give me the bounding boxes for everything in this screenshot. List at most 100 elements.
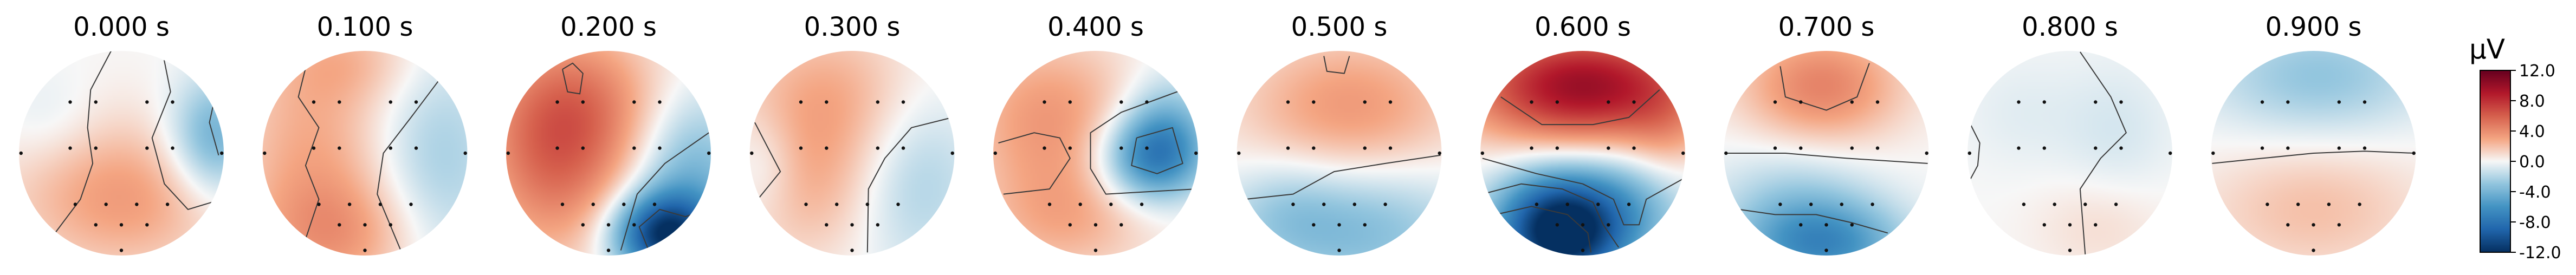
colorbar-tick-label: 12.0 <box>2519 62 2555 81</box>
topomap-panel: 0.800 s <box>1967 12 2172 256</box>
sensor-marker <box>1388 146 1393 150</box>
sensor-marker <box>1875 100 1880 104</box>
sensor-marker <box>338 100 341 104</box>
sensor-marker <box>1773 100 1777 104</box>
sensor-marker <box>1925 151 1928 155</box>
sensor-marker <box>1627 202 1631 206</box>
sensor-marker <box>347 202 352 206</box>
sensor-marker <box>1850 100 1854 104</box>
sensor-marker <box>2337 146 2341 150</box>
sensor-marker <box>2042 146 2046 150</box>
sensor-marker <box>1555 223 1559 227</box>
sensor-marker <box>2260 146 2264 150</box>
sensor-marker <box>750 151 754 155</box>
contour-line <box>1726 153 1928 164</box>
contour-line <box>562 62 584 95</box>
panel-title: 0.300 s <box>804 12 901 42</box>
sensor-marker <box>2286 223 2290 227</box>
sensor-marker <box>2363 100 2367 104</box>
sensor-marker <box>104 202 108 206</box>
colorbar: µV 12.0 8.0 4.0 0.0 -4.0 -8.0 -12.0 <box>2469 34 2561 263</box>
sensor-marker <box>68 146 72 150</box>
contour-line <box>1482 183 1620 248</box>
sensor-marker <box>2296 202 2300 206</box>
sensor-marker <box>1581 248 1585 252</box>
contour-line <box>638 208 699 253</box>
sensor-marker <box>1607 223 1610 227</box>
topomap-heatmap <box>993 51 1198 256</box>
sensor-marker <box>2114 202 2118 206</box>
colorbar-tick-label: -4.0 <box>2519 183 2551 202</box>
sensor-marker <box>338 223 341 227</box>
sensor-marker <box>1119 146 1123 150</box>
sensor-marker <box>1850 223 1854 227</box>
sensor-marker <box>1352 202 1356 206</box>
sensor-marker <box>1363 100 1367 104</box>
sensor-marker <box>317 202 321 206</box>
contour-line <box>866 116 953 253</box>
sensor-marker <box>94 100 98 104</box>
colorbar-ticks: 12.0 8.0 4.0 0.0 -4.0 -8.0 -12.0 <box>2510 62 2561 263</box>
sensor-marker <box>993 151 998 155</box>
sensor-marker <box>1530 100 1533 104</box>
sensor-marker <box>1078 202 1082 206</box>
sensor-marker <box>1068 100 1072 104</box>
contour-line <box>2212 150 2415 164</box>
sensor-marker <box>581 223 585 227</box>
sensor-marker <box>2017 100 2021 104</box>
topomap-heatmap <box>749 51 955 256</box>
sensor-marker <box>1875 146 1880 150</box>
sensor-marker <box>171 146 174 150</box>
sensor-marker <box>135 202 139 206</box>
panel-title: 0.700 s <box>1778 12 1875 42</box>
sensor-marker <box>799 146 803 150</box>
contour-line <box>377 76 443 251</box>
sensor-marker <box>555 100 559 104</box>
panel-title: 0.100 s <box>317 12 413 42</box>
sensor-marker <box>73 202 77 206</box>
contour-line <box>998 132 1071 195</box>
panel-title: 0.800 s <box>2022 12 2118 42</box>
contour-line <box>1739 208 1888 234</box>
sensor-marker <box>1565 202 1569 206</box>
sensor-marker <box>581 146 585 150</box>
sensor-marker <box>1840 202 1843 206</box>
sensor-marker <box>1778 202 1782 206</box>
sensor-marker <box>632 223 636 227</box>
sensor-marker <box>865 202 870 206</box>
colorbar-tick-label: 4.0 <box>2519 122 2545 141</box>
sensor-marker <box>312 100 316 104</box>
sensor-marker <box>1632 100 1636 104</box>
topomap-panel: 0.600 s <box>1480 12 1685 256</box>
topomap-heatmap <box>19 51 224 256</box>
sensor-marker <box>2260 100 2264 104</box>
sensor-marker <box>1824 248 1828 252</box>
contour-line <box>1131 127 1183 174</box>
sensor-marker <box>1047 202 1052 206</box>
sensor-marker <box>1607 100 1610 104</box>
contour-line <box>1970 124 1980 179</box>
sensor-marker <box>1312 146 1316 150</box>
sensor-marker <box>1681 151 1685 155</box>
topomap-heatmap <box>1480 51 1685 256</box>
sensor-marker <box>171 100 174 104</box>
sensor-marker <box>1535 202 1539 206</box>
sensor-marker <box>707 151 711 155</box>
topomap-heatmap <box>1967 51 2172 256</box>
sensor-marker <box>312 146 316 150</box>
sensor-marker <box>1145 146 1149 150</box>
sensor-marker <box>389 146 392 150</box>
sensor-marker <box>876 223 880 227</box>
colorbar-unit-label: µV <box>2469 34 2505 65</box>
sensor-marker <box>560 202 565 206</box>
sensor-marker <box>658 146 662 150</box>
sensor-marker <box>652 202 657 206</box>
sensor-marker <box>1383 202 1387 206</box>
panel-title: 0.400 s <box>1047 12 1144 42</box>
sensor-marker <box>2286 100 2290 104</box>
sensor-marker <box>632 146 636 150</box>
sensor-marker <box>2094 146 2098 150</box>
sensor-marker <box>1140 202 1144 206</box>
sensor-marker <box>1799 223 1803 227</box>
contour-line <box>297 56 320 246</box>
